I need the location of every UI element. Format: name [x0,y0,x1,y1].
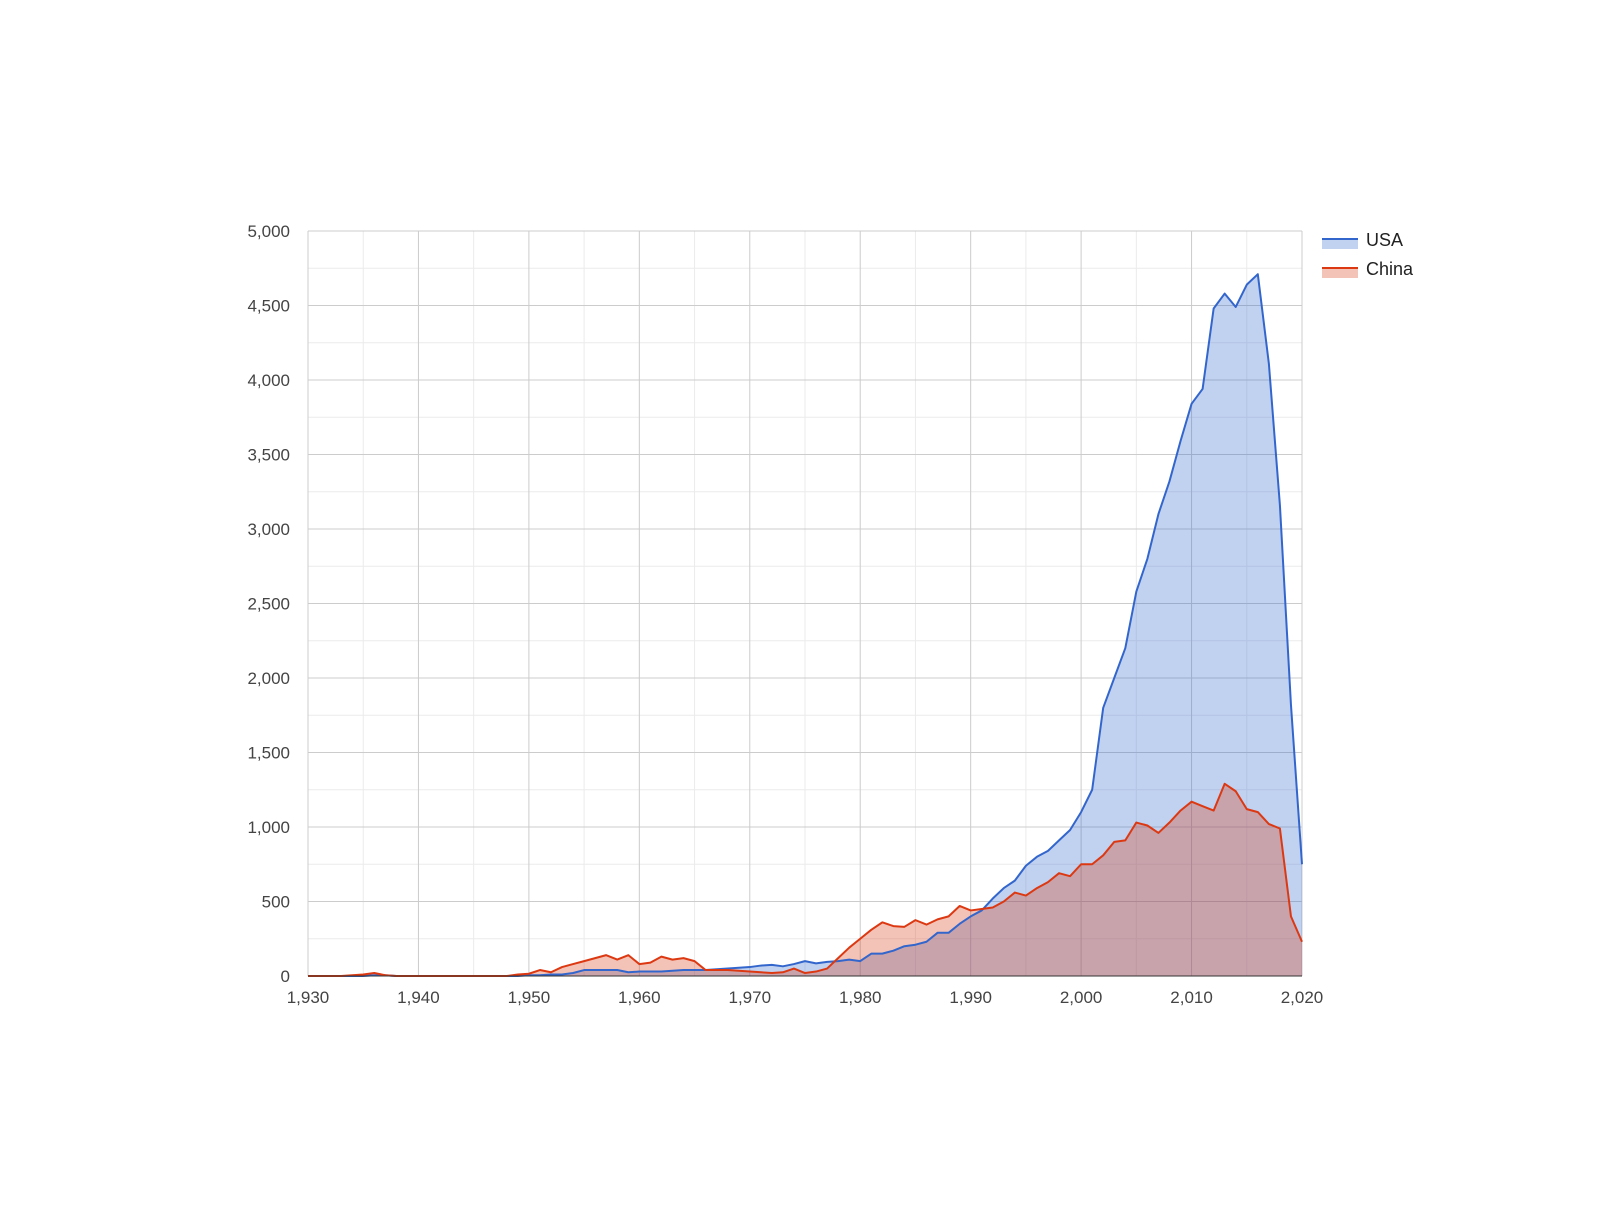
y-tick-label: 3,500 [247,446,290,465]
legend-label: China [1366,259,1414,279]
y-tick-label: 4,500 [247,297,290,316]
y-tick-label: 5,000 [247,222,290,241]
grid-lines [307,230,1303,977]
x-tick-label: 1,930 [287,988,330,1007]
legend: USA China [1322,230,1414,279]
y-tick-label: 1,500 [247,744,290,763]
area-usa [308,274,1302,977]
legend-item-usa: USA [1322,230,1403,250]
legend-swatch [1322,267,1358,278]
legend-label: USA [1366,230,1403,250]
x-tick-label: 1,990 [949,988,992,1007]
x-tick-label: 1,960 [618,988,661,1007]
x-tick-label: 1,950 [508,988,551,1007]
y-tick-label: 0 [281,967,290,986]
axes: 0 500 1,000 1,500 2,000 2,500 3,000 3,500 4,000 4… [247,222,1323,1007]
y-tick-label: 2,500 [247,595,290,614]
y-tick-label: 500 [262,893,290,912]
y-tick-label: 3,000 [247,520,290,539]
legend-swatch [1322,238,1358,249]
y-tick-label: 4,000 [247,371,290,390]
area-china [308,783,1302,976]
y-tick-label: 2,000 [247,669,290,688]
x-tick-label: 1,970 [729,988,772,1007]
x-tick-label: 2,010 [1170,988,1213,1007]
x-tick-label: 2,000 [1060,988,1103,1007]
legend-item-china: China [1322,259,1414,279]
series-areas [308,274,1302,977]
x-tick-label: 1,940 [397,988,440,1007]
x-tick-label: 1,980 [839,988,882,1007]
x-tick-label: 2,020 [1281,988,1324,1007]
y-tick-label: 1,000 [247,818,290,837]
